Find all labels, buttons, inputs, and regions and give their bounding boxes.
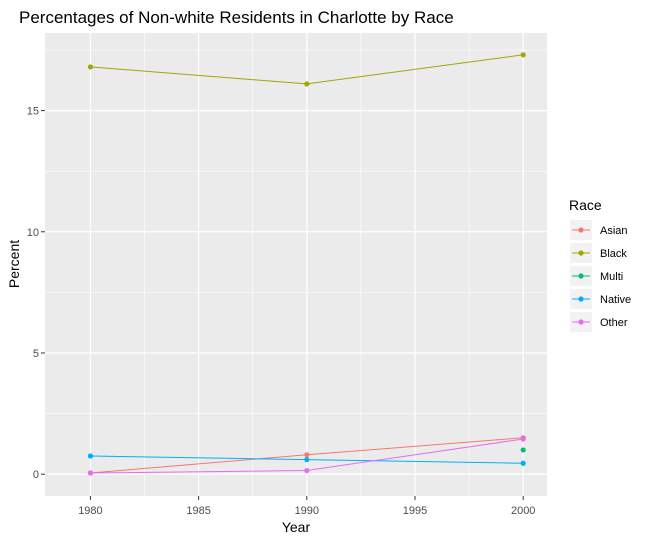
y-axis: 0 5 10 15 bbox=[27, 106, 45, 481]
data-point-other bbox=[87, 470, 94, 476]
legend-title: Race bbox=[569, 197, 602, 213]
grid-major bbox=[45, 33, 547, 496]
chart-title: Percentages of Non-white Residents in Ch… bbox=[19, 8, 454, 27]
legend-item-asian: Asian bbox=[570, 220, 628, 240]
y-axis-label: Percent bbox=[6, 240, 22, 288]
legend-item-black: Black bbox=[570, 243, 627, 263]
series-points bbox=[87, 52, 526, 476]
legend: Race Asian Black Multi Native Other bbox=[569, 197, 631, 332]
legend-item-other: Other bbox=[570, 312, 628, 332]
plot-panel bbox=[45, 33, 547, 496]
y-tick-label: 0 bbox=[33, 469, 39, 481]
x-tick-label: 1985 bbox=[186, 505, 210, 517]
legend-key-point bbox=[578, 296, 584, 302]
y-tick-label: 15 bbox=[27, 106, 39, 118]
data-point-native bbox=[87, 453, 94, 459]
legend-item-multi: Multi bbox=[570, 266, 623, 286]
data-point-black bbox=[304, 81, 310, 87]
data-point-native bbox=[520, 460, 526, 466]
legend-label: Native bbox=[600, 294, 631, 306]
legend-key-point bbox=[578, 273, 584, 279]
data-point-other bbox=[304, 467, 310, 474]
data-point-black bbox=[87, 64, 94, 70]
legend-label: Black bbox=[600, 248, 627, 260]
data-point-black bbox=[520, 52, 526, 58]
x-tick-label: 1995 bbox=[403, 505, 427, 517]
x-axis: 1980 1985 1990 1995 2000 bbox=[78, 496, 535, 517]
x-tick-label: 2000 bbox=[511, 505, 535, 517]
legend-label: Asian bbox=[600, 225, 628, 237]
legend-item-native: Native bbox=[570, 289, 631, 309]
x-tick-label: 1980 bbox=[78, 505, 102, 517]
legend-key-point bbox=[578, 227, 584, 233]
data-point-multi bbox=[520, 447, 526, 453]
legend-key-point bbox=[578, 319, 584, 325]
x-axis-label: Year bbox=[282, 519, 311, 535]
data-point-native bbox=[304, 457, 310, 463]
data-point-asian bbox=[304, 452, 310, 458]
y-tick-label: 10 bbox=[27, 227, 39, 239]
data-point-other bbox=[520, 436, 526, 442]
x-tick-label: 1990 bbox=[295, 505, 319, 517]
legend-key-point bbox=[578, 250, 584, 256]
legend-label: Other bbox=[600, 317, 628, 329]
legend-label: Multi bbox=[600, 271, 623, 283]
y-tick-label: 5 bbox=[33, 348, 39, 360]
